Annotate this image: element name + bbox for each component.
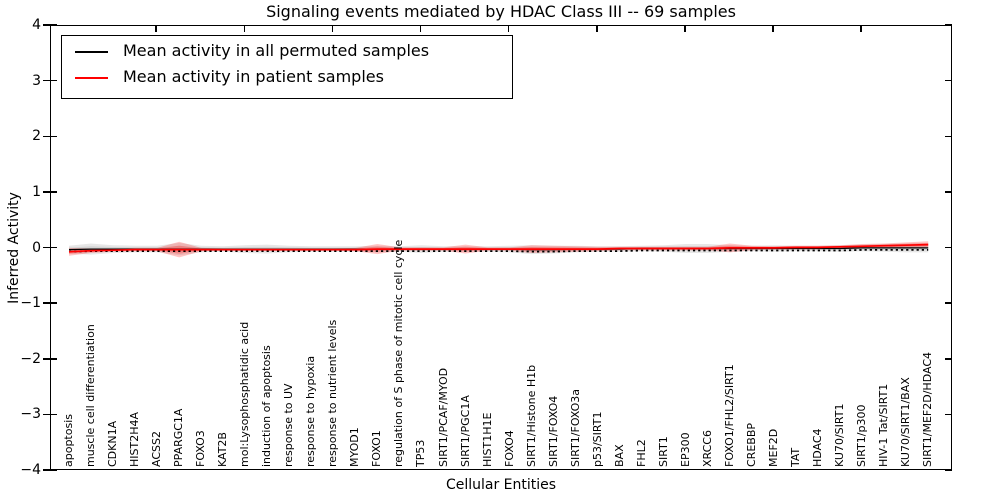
x-tick-label: BAX [612, 444, 626, 467]
axis-tick [945, 24, 952, 26]
axis-tick [43, 302, 57, 304]
x-tick-label: CDKN1A [106, 420, 120, 467]
axis-tick [43, 135, 57, 138]
axis-tick [331, 25, 334, 32]
axis-tick [43, 24, 57, 26]
x-tick-label: FOXO1/FHL2/SIRT1 [722, 364, 736, 467]
legend-box: Mean activity in all permuted samples Me… [61, 35, 513, 99]
legend-item-permuted: Mean activity in all permuted samples [62, 39, 512, 65]
x-tick-label: FOXO3 [194, 430, 208, 467]
x-tick-label: apoptosis [62, 414, 75, 467]
x-tick-label: FOXO1 [370, 430, 384, 467]
axis-tick [945, 191, 952, 193]
y-tick-label: 0 [32, 239, 41, 256]
axis-tick [945, 79, 952, 82]
axis-tick [945, 302, 952, 304]
x-tick-label: HDAC4 [811, 428, 825, 467]
plot-area [50, 25, 952, 470]
axis-tick [945, 358, 952, 360]
x-tick-label: SIRT1/MEF2D/HDAC4 [921, 352, 935, 467]
x-tick-label: SIRT1/FOXO4 [546, 395, 560, 467]
x-tick-label: KU70/SIRT1/BAX [899, 377, 913, 467]
axis-tick [945, 413, 952, 416]
x-tick-label: ACSS2 [150, 431, 164, 467]
y-tick-label: −2 [20, 350, 41, 367]
y-tick-label: −3 [20, 406, 41, 423]
x-tick-label: KAT2B [216, 432, 230, 467]
x-tick-label: KU70/SIRT1 [833, 403, 847, 467]
patient-line-swatch [75, 77, 108, 79]
y-tick-label: 2 [32, 128, 41, 145]
axis-tick [945, 246, 952, 249]
axis-tick [772, 25, 774, 32]
axis-tick [507, 25, 510, 32]
legend-label-patient: Mean activity in patient samples [123, 67, 384, 86]
x-tick-label: SIRT1/p300 [855, 404, 869, 467]
legend-item-patient: Mean activity in patient samples [62, 65, 512, 91]
x-tick-label: HIV-1 Tat/SIRT1 [877, 383, 891, 467]
axis-tick [43, 413, 57, 416]
axis-tick [684, 25, 686, 32]
y-tick-label: 1 [32, 183, 41, 200]
axis-tick [419, 25, 422, 32]
axis-tick [155, 25, 157, 32]
y-tick-label: −1 [20, 295, 41, 312]
x-tick-label: TP53 [414, 439, 428, 467]
x-tick-label: CREBBP [744, 423, 758, 467]
axis-tick [43, 469, 57, 471]
x-tick-label: HIST2H4A [128, 411, 142, 467]
axis-tick [945, 135, 952, 138]
axis-tick [945, 469, 952, 471]
x-tick-label: p53/SIRT1 [590, 411, 604, 467]
axis-tick [43, 246, 57, 249]
axis-tick [43, 191, 57, 193]
x-tick-label: MEF2D [766, 428, 780, 467]
x-tick-label: muscle cell differentiation [84, 324, 98, 467]
chart-canvas [68, 241, 929, 258]
x-tick-label: HIST1H1E [480, 412, 494, 467]
x-tick-label: TAT [788, 447, 802, 467]
chart-title: Signaling events mediated by HDAC Class … [266, 2, 736, 21]
x-tick-label: EP300 [678, 432, 692, 467]
axis-tick [43, 358, 57, 360]
x-tick-label: regulation of S phase of mitotic cell cy… [392, 239, 406, 467]
axis-tick [860, 25, 862, 32]
axis-tick [596, 25, 598, 32]
x-tick-label: mol:Lysophosphatidic acid [238, 321, 252, 467]
x-tick-label: induction of apoptosis [260, 345, 274, 467]
x-tick-label: MYOD1 [348, 427, 362, 467]
y-tick-label: 3 [32, 72, 41, 89]
permuted-line-swatch [75, 51, 108, 53]
x-axis-label: Cellular Entities [445, 477, 557, 493]
y-tick-label: −4 [20, 462, 41, 478]
x-tick-label: XRCC6 [700, 430, 714, 467]
x-tick-label: SIRT1 [656, 436, 670, 467]
x-tick-label: PPARGC1A [172, 408, 186, 467]
x-tick-label: response to nutrient levels [326, 319, 340, 467]
x-tick-label: SIRT1/Histone H1b [524, 364, 538, 467]
x-tick-label: SIRT1/PCAF/MYOD [436, 367, 450, 467]
y-tick-label: 4 [32, 17, 41, 33]
x-tick-label: SIRT1/FOXO3a [568, 388, 582, 467]
x-tick-label: SIRT1/PGC1A [458, 395, 472, 467]
legend-label-permuted: Mean activity in all permuted samples [123, 41, 430, 60]
x-tick-label: FHL2 [634, 439, 648, 467]
x-tick-label: response to UV [282, 383, 296, 467]
axis-tick [43, 79, 57, 82]
x-tick-label: FOXO4 [502, 430, 516, 467]
x-tick-label: response to hypoxia [304, 355, 318, 467]
axis-tick [243, 25, 246, 32]
